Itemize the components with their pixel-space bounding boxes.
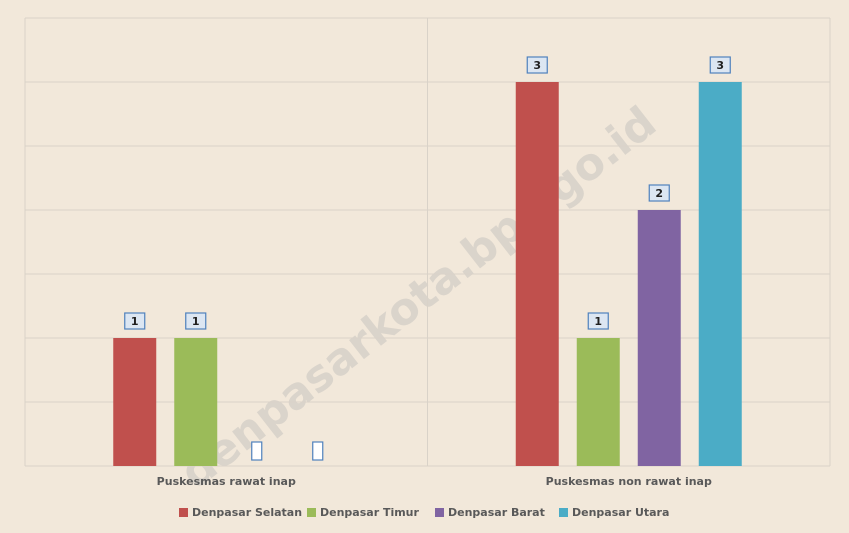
value-label: 2 xyxy=(655,187,663,200)
legend-label: Denpasar Selatan xyxy=(192,506,302,519)
bar xyxy=(699,82,742,466)
legend-swatch xyxy=(435,508,444,517)
value-label: 3 xyxy=(716,59,724,72)
legend-swatch xyxy=(307,508,316,517)
bar xyxy=(638,210,681,466)
chart: denpasarkota.bps.go.id Puskesmas rawat i… xyxy=(0,0,849,533)
value-label-box xyxy=(313,442,323,460)
legend-swatch xyxy=(559,508,568,517)
value-label: 3 xyxy=(533,59,541,72)
value-label: 1 xyxy=(131,315,139,328)
bar xyxy=(577,338,620,466)
bar xyxy=(113,338,156,466)
bar xyxy=(516,82,559,466)
legend-label: Denpasar Utara xyxy=(572,506,669,519)
value-label-box xyxy=(252,442,262,460)
legend-swatch xyxy=(179,508,188,517)
value-label: 1 xyxy=(594,315,602,328)
value-label: 1 xyxy=(192,315,200,328)
x-tick-label: Puskesmas rawat inap xyxy=(157,475,296,488)
x-tick-label: Puskesmas non rawat inap xyxy=(546,475,712,488)
bar xyxy=(174,338,217,466)
legend-label: Denpasar Barat xyxy=(448,506,545,519)
legend-label: Denpasar Timur xyxy=(320,506,420,519)
